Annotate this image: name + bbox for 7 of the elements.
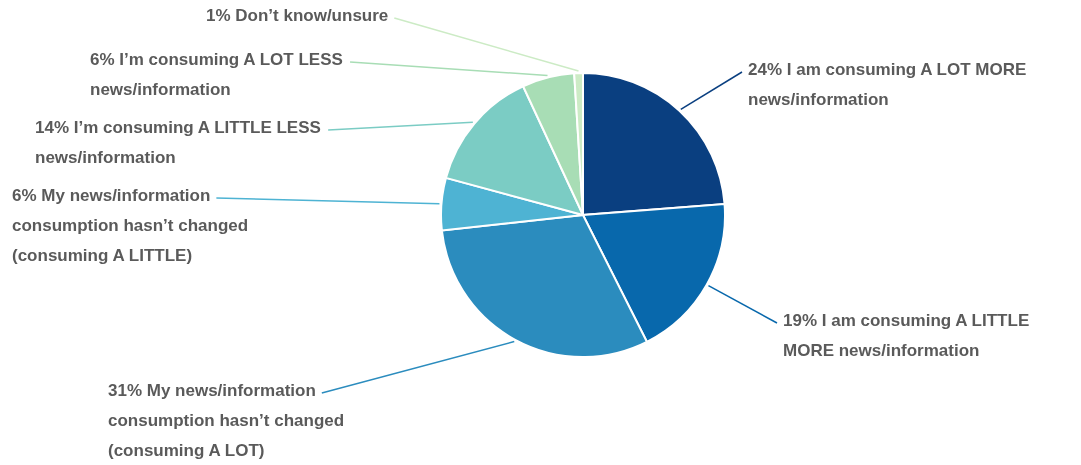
slice-label: 31% My news/information consumption hasn’t changed (consuming A LOT) <box>108 381 345 460</box>
slice-label: 6% I’m consuming A LOT LESS news/information <box>90 50 343 99</box>
slice-label: 1% Don’t know/unsure <box>206 6 389 25</box>
slice-label: 14% I’m consuming A LITTLE LESS news/information <box>35 118 321 167</box>
slice-label: 6% My news/information consumption hasn’t changed (consuming A LITTLE) <box>12 186 249 265</box>
slice-label: 19% I am consuming A LITTLE MORE news/information <box>783 311 1030 360</box>
slice-label: 24% I am consuming A LOT MORE news/information <box>748 60 1027 109</box>
